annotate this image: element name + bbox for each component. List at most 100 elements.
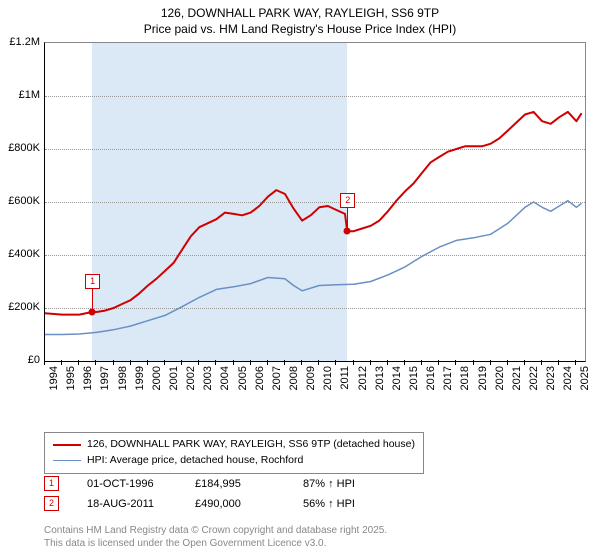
series-price_paid: [45, 112, 582, 315]
x-tick: [473, 360, 474, 365]
chart: 12 £0£200K£400K£600K£800K£1M£1.2M1994199…: [0, 42, 600, 392]
legend-swatch: [53, 444, 81, 446]
y-tick-label: £400K: [0, 248, 40, 260]
y-tick-label: £600K: [0, 195, 40, 207]
transaction-date: 18-AUG-2011: [87, 498, 167, 510]
x-tick: [95, 360, 96, 365]
transaction-price: £490,000: [195, 498, 275, 510]
x-tick-label: 2012: [357, 366, 369, 390]
x-tick-label: 1997: [99, 366, 111, 390]
x-tick-label: 2008: [288, 366, 300, 390]
x-tick-label: 2024: [562, 366, 574, 390]
x-tick-label: 1994: [48, 366, 60, 390]
x-tick-label: 2010: [322, 366, 334, 390]
x-tick-label: 2007: [271, 366, 283, 390]
x-tick: [370, 360, 371, 365]
y-tick-label: £200K: [0, 301, 40, 313]
x-tick: [181, 360, 182, 365]
x-tick-label: 2005: [237, 366, 249, 390]
x-tick: [387, 360, 388, 365]
x-tick-label: 2013: [374, 366, 386, 390]
footnote-line2: This data is licensed under the Open Gov…: [44, 537, 387, 550]
x-tick: [335, 360, 336, 365]
transaction-row: 1 01-OCT-1996 £184,995 87% ↑ HPI: [44, 476, 383, 491]
title-line1: 126, DOWNHALL PARK WAY, RAYLEIGH, SS6 9T…: [0, 6, 600, 22]
y-tick-label: £800K: [0, 142, 40, 154]
x-tick: [318, 360, 319, 365]
x-tick: [147, 360, 148, 365]
plot-area: 12: [44, 42, 586, 362]
legend-row: 126, DOWNHALL PARK WAY, RAYLEIGH, SS6 9T…: [53, 437, 415, 453]
x-tick-label: 2003: [202, 366, 214, 390]
legend-row: HPI: Average price, detached house, Roch…: [53, 453, 415, 469]
title-block: 126, DOWNHALL PARK WAY, RAYLEIGH, SS6 9T…: [0, 0, 600, 37]
x-tick: [44, 360, 45, 365]
transaction-date: 01-OCT-1996: [87, 478, 167, 490]
x-tick: [558, 360, 559, 365]
x-tick: [130, 360, 131, 365]
legend: 126, DOWNHALL PARK WAY, RAYLEIGH, SS6 9T…: [44, 432, 424, 474]
legend-label: HPI: Average price, detached house, Roch…: [87, 453, 303, 469]
series-svg: [45, 43, 585, 361]
x-tick-label: 2015: [408, 366, 420, 390]
x-tick-label: 1998: [117, 366, 129, 390]
x-tick: [267, 360, 268, 365]
transaction-marker: 2: [44, 496, 59, 511]
x-tick: [301, 360, 302, 365]
x-tick: [61, 360, 62, 365]
x-tick: [541, 360, 542, 365]
x-tick: [284, 360, 285, 365]
x-tick: [198, 360, 199, 365]
sale-marker-stem: [347, 208, 348, 228]
x-tick-label: 2022: [528, 366, 540, 390]
x-tick: [438, 360, 439, 365]
chart-container: 126, DOWNHALL PARK WAY, RAYLEIGH, SS6 9T…: [0, 0, 600, 560]
x-tick-label: 2009: [305, 366, 317, 390]
x-tick-label: 2017: [442, 366, 454, 390]
sale-marker-stem: [92, 289, 93, 309]
x-tick-label: 2000: [151, 366, 163, 390]
footnote-line1: Contains HM Land Registry data © Crown c…: [44, 524, 387, 537]
x-tick: [455, 360, 456, 365]
x-tick: [575, 360, 576, 365]
transaction-price: £184,995: [195, 478, 275, 490]
x-tick-label: 2023: [545, 366, 557, 390]
transactions-table: 1 01-OCT-1996 £184,995 87% ↑ HPI 2 18-AUG-201…: [44, 476, 383, 516]
sale-marker-1: 1: [85, 274, 100, 289]
sale-point-2: [344, 228, 351, 235]
x-tick-label: 2014: [391, 366, 403, 390]
x-tick: [524, 360, 525, 365]
x-tick-label: 1999: [134, 366, 146, 390]
transaction-delta: 56% ↑ HPI: [303, 498, 383, 510]
sale-marker-2: 2: [340, 193, 355, 208]
y-tick-label: £0: [0, 354, 40, 366]
x-tick: [250, 360, 251, 365]
x-tick: [78, 360, 79, 365]
x-tick-label: 2001: [168, 366, 180, 390]
x-tick-label: 2011: [339, 366, 351, 390]
sale-point-1: [89, 308, 96, 315]
series-hpi: [45, 201, 582, 335]
x-tick-label: 2019: [477, 366, 489, 390]
x-tick-label: 2006: [254, 366, 266, 390]
x-tick-label: 2004: [219, 366, 231, 390]
x-tick-label: 1996: [82, 366, 94, 390]
x-tick: [113, 360, 114, 365]
transaction-delta: 87% ↑ HPI: [303, 478, 383, 490]
x-tick: [421, 360, 422, 365]
legend-label: 126, DOWNHALL PARK WAY, RAYLEIGH, SS6 9T…: [87, 437, 415, 453]
x-tick-label: 2018: [459, 366, 471, 390]
x-tick: [233, 360, 234, 365]
y-tick-label: £1.2M: [0, 36, 40, 48]
footnote: Contains HM Land Registry data © Crown c…: [44, 524, 387, 550]
x-tick-label: 2025: [579, 366, 591, 390]
x-tick-label: 1995: [65, 366, 77, 390]
transaction-marker: 1: [44, 476, 59, 491]
x-tick: [490, 360, 491, 365]
x-tick-label: 2016: [425, 366, 437, 390]
y-tick-label: £1M: [0, 89, 40, 101]
x-tick-label: 2021: [511, 366, 523, 390]
transaction-row: 2 18-AUG-2011 £490,000 56% ↑ HPI: [44, 496, 383, 511]
x-tick-label: 2002: [185, 366, 197, 390]
x-tick: [164, 360, 165, 365]
